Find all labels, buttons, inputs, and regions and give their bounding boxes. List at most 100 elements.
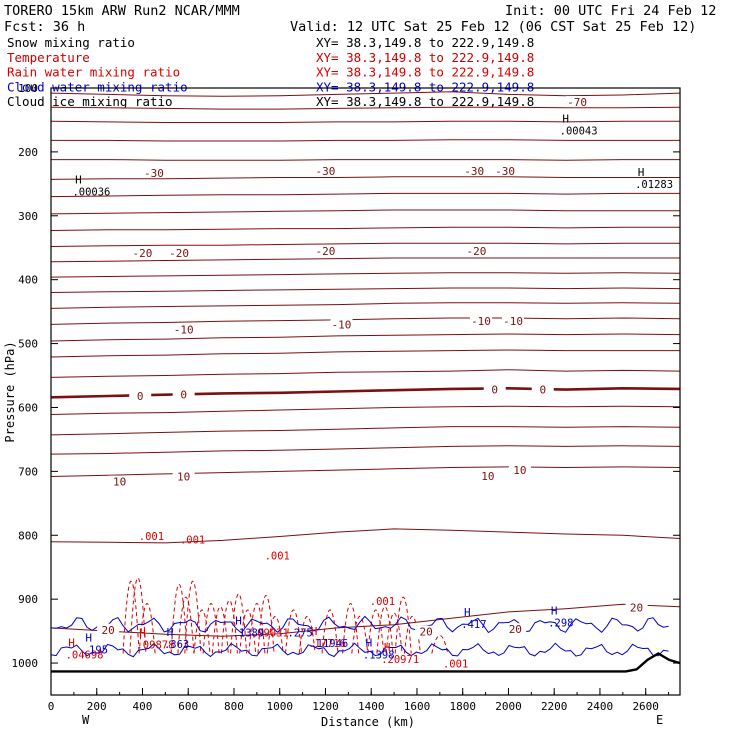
rain-contour bbox=[431, 634, 449, 654]
isotherm bbox=[51, 209, 680, 215]
max-value-label: .1398 bbox=[363, 650, 395, 662]
valid-time: Valid: 12 UTC Sat 25 Feb 12 (06 CST Sat … bbox=[290, 19, 696, 35]
x-tick-label: 1800 bbox=[449, 700, 476, 713]
rain-contour bbox=[122, 581, 140, 654]
x-axis: 0 200 400 600 800 1000 1200 1400 1600 1800 2000 220… bbox=[48, 688, 670, 713]
west-label: W bbox=[82, 713, 90, 727]
rain-contour bbox=[298, 616, 316, 654]
isotherm-label-bg bbox=[172, 470, 195, 482]
rain-contour bbox=[321, 609, 339, 654]
isotherm bbox=[51, 528, 680, 544]
isotherm-label: 20 bbox=[509, 623, 522, 636]
isotherm-label-bg bbox=[566, 96, 589, 108]
legend-xy: XY= 38.3,149.8 to 222.9,149.8 bbox=[316, 94, 534, 109]
max-value-label: .001 bbox=[370, 596, 395, 608]
max-marker: H bbox=[384, 641, 391, 654]
isotherm-label: 10 bbox=[113, 476, 126, 489]
isotherm bbox=[51, 317, 680, 325]
isotherm-label: 10 bbox=[481, 470, 494, 483]
rain-contour bbox=[220, 600, 238, 654]
isotherm-label-bg bbox=[504, 623, 527, 635]
legend-label: Temperature bbox=[7, 50, 90, 65]
max-marker: H bbox=[562, 113, 569, 126]
legend-label: Cloud ice mixing ratio bbox=[7, 94, 173, 109]
max-value-label: .09031 bbox=[251, 627, 289, 639]
isotherm-label-bg bbox=[465, 244, 488, 256]
isotherm bbox=[51, 445, 680, 455]
max-value-label: .11946 bbox=[310, 638, 348, 650]
rain-contour bbox=[376, 606, 394, 654]
max-value-label: .363 bbox=[164, 639, 189, 651]
isotherm bbox=[51, 192, 680, 198]
isotherm bbox=[51, 386, 680, 399]
rain-contour bbox=[230, 593, 248, 654]
isotherm-label-bg bbox=[625, 601, 648, 613]
isotherm-label: -30 bbox=[144, 167, 164, 180]
rain-contour bbox=[177, 596, 195, 654]
isotherm-label: 20 bbox=[419, 626, 432, 639]
y-tick-label: 500 bbox=[18, 338, 38, 351]
isotherm bbox=[51, 405, 680, 415]
x-tick-label: 1600 bbox=[404, 700, 431, 713]
x-tick-label: 400 bbox=[133, 700, 153, 713]
isotherm-label-bg bbox=[172, 323, 195, 335]
isotherm-label: -20 bbox=[133, 247, 153, 260]
max-value-label: .298 bbox=[548, 618, 573, 630]
isotherm-label-bg bbox=[463, 165, 486, 177]
rain-contour bbox=[285, 609, 302, 654]
rain-contour bbox=[129, 577, 147, 654]
max-marker: H bbox=[85, 632, 92, 645]
isotherm-label-bg bbox=[314, 165, 337, 177]
isotherm bbox=[51, 287, 680, 293]
max-value-label: .00036 bbox=[72, 186, 110, 198]
max-value-label: .275 bbox=[287, 627, 312, 639]
init-time: Init: 00 UTC Fri 24 Feb 12 bbox=[505, 3, 716, 19]
x-axis-label: Distance (km) bbox=[321, 715, 415, 729]
x-tick-label: 2600 bbox=[632, 700, 659, 713]
max-value-label: .001 bbox=[180, 535, 205, 547]
x-tick-label: 1000 bbox=[266, 700, 293, 713]
isotherm bbox=[51, 349, 680, 358]
rain-contour bbox=[385, 612, 403, 654]
y-tick-label: 100 bbox=[18, 82, 38, 95]
max-value-label: .01283 bbox=[635, 179, 673, 191]
rain-contour bbox=[266, 616, 284, 654]
x-tick-label: 200 bbox=[87, 700, 107, 713]
isotherm bbox=[51, 333, 680, 342]
max-value-label: .001 bbox=[265, 551, 290, 563]
rain-contour bbox=[257, 595, 275, 654]
x-tick-label: 2200 bbox=[541, 700, 568, 713]
max-marker: H bbox=[167, 626, 174, 639]
forecast-hour: Fcst: 36 h bbox=[4, 19, 85, 35]
legend-label: Snow mixing ratio bbox=[7, 35, 135, 50]
isotherm-label-bg bbox=[108, 475, 131, 487]
x-tick-label: 0 bbox=[48, 700, 55, 713]
isotherm-label-bg bbox=[142, 166, 165, 178]
plot-area: -70 -30 -30 -30 -30 -20 -20 -20 -20 -10 -10 -10 -10 0… bbox=[50, 87, 681, 696]
y-tick-label: 1000 bbox=[12, 657, 39, 670]
rain-contour bbox=[138, 603, 156, 654]
isotherm bbox=[51, 91, 680, 97]
east-label: E bbox=[656, 713, 663, 727]
y-tick-label: 300 bbox=[18, 210, 38, 223]
isotherm-label: -30 bbox=[316, 165, 336, 178]
isotherm-label: 0 bbox=[137, 390, 144, 403]
rain-contour bbox=[367, 609, 385, 654]
x-tick-label: 800 bbox=[224, 700, 244, 713]
x-tick-label: 1200 bbox=[312, 700, 339, 713]
legend-xy: XY= 38.3,149.8 to 222.9,149.8 bbox=[316, 79, 534, 94]
y-tick-label: 700 bbox=[18, 465, 38, 478]
y-axis-label: Pressure (hPa) bbox=[3, 341, 17, 442]
isotherm-label-bg bbox=[131, 246, 154, 258]
isotherm-label-bg bbox=[508, 464, 531, 476]
isotherm-label-bg bbox=[168, 246, 191, 258]
rain-contour bbox=[342, 603, 360, 654]
isotherm bbox=[51, 302, 680, 309]
isotherm-label: -20 bbox=[466, 245, 486, 258]
isotherm-label: -30 bbox=[495, 165, 515, 178]
isotherm-label-bg bbox=[483, 383, 506, 395]
isotherm-label: -20 bbox=[169, 247, 189, 260]
max-value-label: .00043 bbox=[560, 126, 598, 138]
